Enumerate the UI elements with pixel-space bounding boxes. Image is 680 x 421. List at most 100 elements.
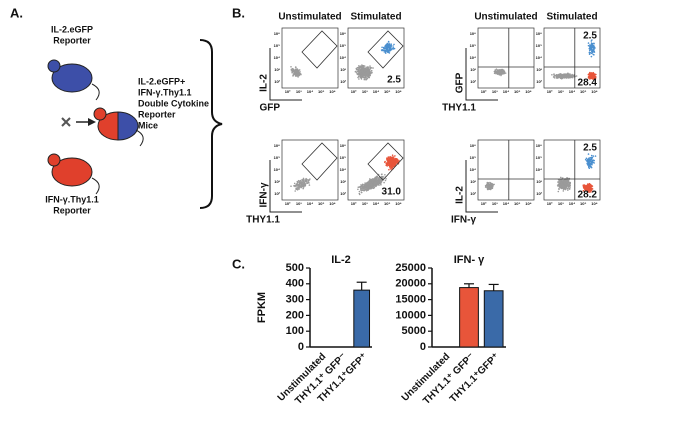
cell-dot	[361, 70, 363, 72]
cell-dot	[502, 69, 504, 71]
cell-dot	[387, 159, 389, 161]
cell-dot	[397, 160, 399, 162]
gate	[302, 31, 337, 68]
cell-dot	[367, 186, 369, 188]
x-axis-label: GFP	[259, 103, 280, 114]
cell-dot	[372, 180, 374, 182]
tick-label: 10⁴	[536, 55, 542, 60]
panel-label: C.	[232, 256, 245, 271]
cell-dot	[593, 75, 595, 77]
cross-symbol	[62, 118, 70, 126]
cell-dot	[384, 161, 386, 163]
tick-label: 10⁵	[340, 155, 346, 160]
cell-dot	[585, 159, 587, 161]
cell-dot	[364, 185, 366, 187]
cell-dot	[593, 54, 595, 56]
tick-label: 10⁵	[318, 89, 324, 94]
cell-dot	[365, 68, 367, 70]
cell-dot	[566, 77, 568, 79]
cell-dot	[392, 154, 394, 156]
y-tick-label: 25000	[395, 262, 426, 274]
tick-label: 10³	[558, 201, 564, 206]
tick-label: 10⁵	[470, 43, 476, 48]
cell-dot	[308, 179, 310, 181]
x-axis-label: THY1.1	[442, 103, 476, 114]
cell-dot	[571, 74, 573, 76]
tick-label: 10²	[340, 191, 346, 196]
cell-dot	[360, 184, 362, 186]
cell-dot	[297, 187, 299, 189]
cell-dot	[364, 77, 366, 79]
tick-label: 10³	[536, 67, 542, 72]
cell-dot	[367, 67, 369, 69]
tick-label: 10⁶	[340, 143, 346, 148]
cell-dot	[364, 190, 366, 192]
cell-dot	[394, 48, 396, 50]
tick-label: 10⁶	[536, 31, 542, 36]
tick-label: 10⁶	[525, 201, 531, 206]
cell-dot	[567, 73, 569, 75]
error-bar	[464, 284, 474, 288]
cell-dot	[488, 186, 490, 188]
tick-label: 10³	[492, 201, 498, 206]
cell-dot	[372, 67, 374, 69]
tick-label: 10²	[536, 79, 542, 84]
cell-dot	[389, 156, 391, 158]
cell-dot	[572, 76, 574, 78]
flow-plot: 10²10²10³10³10⁴10⁴10⁵10⁵10⁶10⁶2.5	[340, 28, 404, 94]
tick-label: 10⁶	[536, 143, 542, 148]
cell-dot	[390, 45, 392, 47]
cell-dot	[592, 157, 594, 159]
gate	[302, 143, 337, 180]
y-tick-label: 20000	[395, 278, 426, 290]
cell-dot	[360, 65, 362, 67]
cell-dot	[364, 79, 366, 81]
bar	[354, 290, 370, 347]
cell-dot	[387, 48, 389, 50]
cell-dot	[589, 183, 591, 185]
cell-dot	[504, 71, 506, 73]
cell-dot	[375, 186, 377, 188]
cell-dot	[380, 184, 382, 186]
cell-dot	[589, 53, 591, 55]
cell-dot	[565, 187, 567, 189]
cell-dot	[377, 178, 379, 180]
cell-dot	[297, 184, 299, 186]
tick-label: 10²	[547, 201, 553, 206]
cell-dot	[366, 187, 368, 189]
cell-dot	[588, 45, 590, 47]
tick-label: 10⁵	[580, 201, 586, 206]
cell-dot	[554, 77, 556, 79]
cell-dot	[593, 160, 595, 162]
column-header: Unstimulated	[474, 12, 537, 23]
cell-dot	[361, 68, 363, 70]
y-axis-label: IL-2	[259, 74, 270, 92]
cell-dot	[392, 167, 394, 169]
cell-dot	[486, 185, 488, 187]
cross-label: Double Cytokine	[138, 98, 209, 108]
cell-dot	[593, 46, 595, 48]
cell-dot	[292, 74, 294, 76]
chart-title: IL-2	[331, 254, 351, 266]
cell-dot	[589, 159, 591, 161]
cell-dot	[294, 73, 296, 75]
cell-dot	[374, 185, 376, 187]
cell-dot	[358, 186, 360, 188]
cell-dot	[360, 76, 362, 78]
error-bar	[489, 284, 499, 290]
cell-dot	[591, 155, 593, 157]
tick-label: 10⁴	[470, 55, 476, 60]
tick-label: 10³	[492, 89, 498, 94]
cell-dot	[555, 75, 557, 77]
cell-dot	[361, 189, 363, 191]
tick-label: 10⁶	[395, 201, 401, 206]
cell-dot	[307, 182, 309, 184]
cell-dot	[375, 178, 377, 180]
cell-dot	[561, 186, 563, 188]
arrow	[76, 118, 96, 126]
cell-dot	[364, 182, 366, 184]
cell-dot	[586, 163, 588, 165]
error-bar	[357, 282, 367, 290]
cell-dot	[385, 178, 387, 180]
flow-plot: 10²10²10³10³10⁴10⁴10⁵10⁵10⁶10⁶	[270, 140, 338, 212]
